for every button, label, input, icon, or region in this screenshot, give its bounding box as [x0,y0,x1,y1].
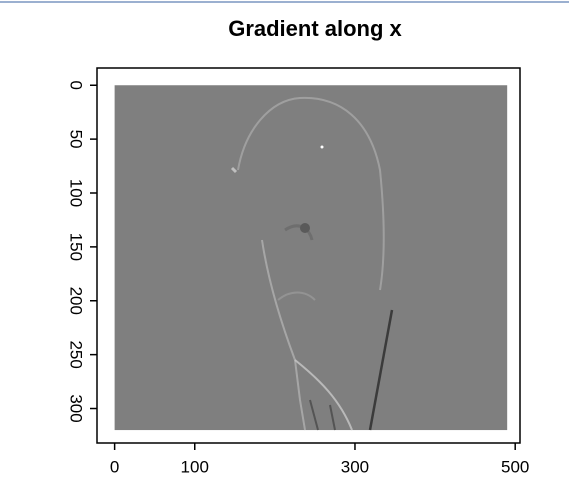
y-tick-label: 50 [67,130,86,149]
y-tick-label: 100 [67,179,86,207]
image-spot [321,146,324,149]
x-tick-label: 500 [501,457,529,476]
page: Gradient along x 0 50 100 150 200 250 300 0 100 3… [0,0,569,490]
y-tick-label: 150 [67,233,86,261]
chart-title: Gradient along x [228,16,402,41]
gradient-image [115,85,508,430]
plot: 0 50 100 150 200 250 300 0 100 300 500 [67,68,530,476]
y-tick-label: 200 [67,287,86,315]
x-tick-label: 0 [110,457,119,476]
chart: Gradient along x 0 50 100 150 200 250 300 0 100 3… [0,0,569,490]
image-spot [300,223,310,233]
y-tick-label: 300 [67,394,86,422]
x-tick-label: 100 [181,457,209,476]
y-tick-label: 250 [67,340,86,368]
y-tick-label: 0 [67,81,86,90]
x-tick-label: 300 [341,457,369,476]
